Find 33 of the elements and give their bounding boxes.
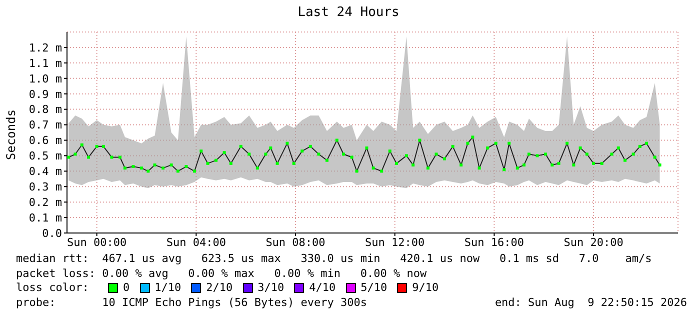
legend-label: 3/10 — [256, 281, 284, 296]
legend-label: 4/10 — [308, 281, 336, 296]
legend-label: 2/10 — [205, 281, 233, 296]
y-tick-label: 0.4 m — [28, 165, 62, 178]
text: packet loss: 0.00 % avg 0.00 % max 0.00 % min 0.00 % now — [16, 266, 428, 281]
text: probe: 10 ICMP Echo Pings (56 Bytes) every 300s — [16, 296, 367, 310]
x-tick-label: Sun 04:00 — [166, 236, 226, 249]
y-axis-title: Seconds — [4, 109, 18, 160]
legend-label: 1/10 — [154, 281, 182, 296]
x-tick-label: Sun 08:00 — [266, 236, 326, 249]
legend-title: loss color: — [16, 281, 90, 296]
x-tick-label: Sun 16:00 — [464, 236, 524, 249]
legend-label: 0 — [122, 281, 130, 296]
x-tick-label: Sun 12:00 — [365, 236, 425, 249]
y-tick-label: 0.6 m — [28, 134, 62, 148]
text: median rtt: 467.1 us avg 623.5 us max 330.0 us min 420.1 us now 0.1 ms sd 7.0 am/s — [16, 252, 653, 266]
y-tick-label: 1.1 m — [28, 56, 62, 70]
y-tick-label: 0.9 m — [28, 88, 62, 101]
y-tick-label: 0.2 m — [28, 196, 62, 209]
y-tick-label: 1.0 m — [28, 72, 62, 86]
legend-label: 9/10 — [411, 281, 439, 296]
y-tick-label: 0.1 m — [28, 211, 62, 224]
x-tick-label: Sun 00:00 — [67, 236, 127, 249]
y-tick-label: 0.7 m — [28, 118, 62, 132]
x-tick-label: Sun 20:00 — [564, 236, 624, 249]
y-tick-label: 1.2 m — [28, 41, 62, 54]
y-tick-label: 0.3 m — [28, 180, 62, 194]
chart-title: Last 24 Hours — [296, 5, 400, 20]
text: end: Sun Aug 9 22:50:15 2026 — [494, 296, 687, 310]
legend-label: 5/10 — [360, 281, 388, 296]
y-tick-label: 0.0 — [42, 226, 62, 240]
y-tick-label: 0.5 m — [28, 150, 62, 163]
y-tick-label: 0.8 m — [28, 103, 62, 116]
